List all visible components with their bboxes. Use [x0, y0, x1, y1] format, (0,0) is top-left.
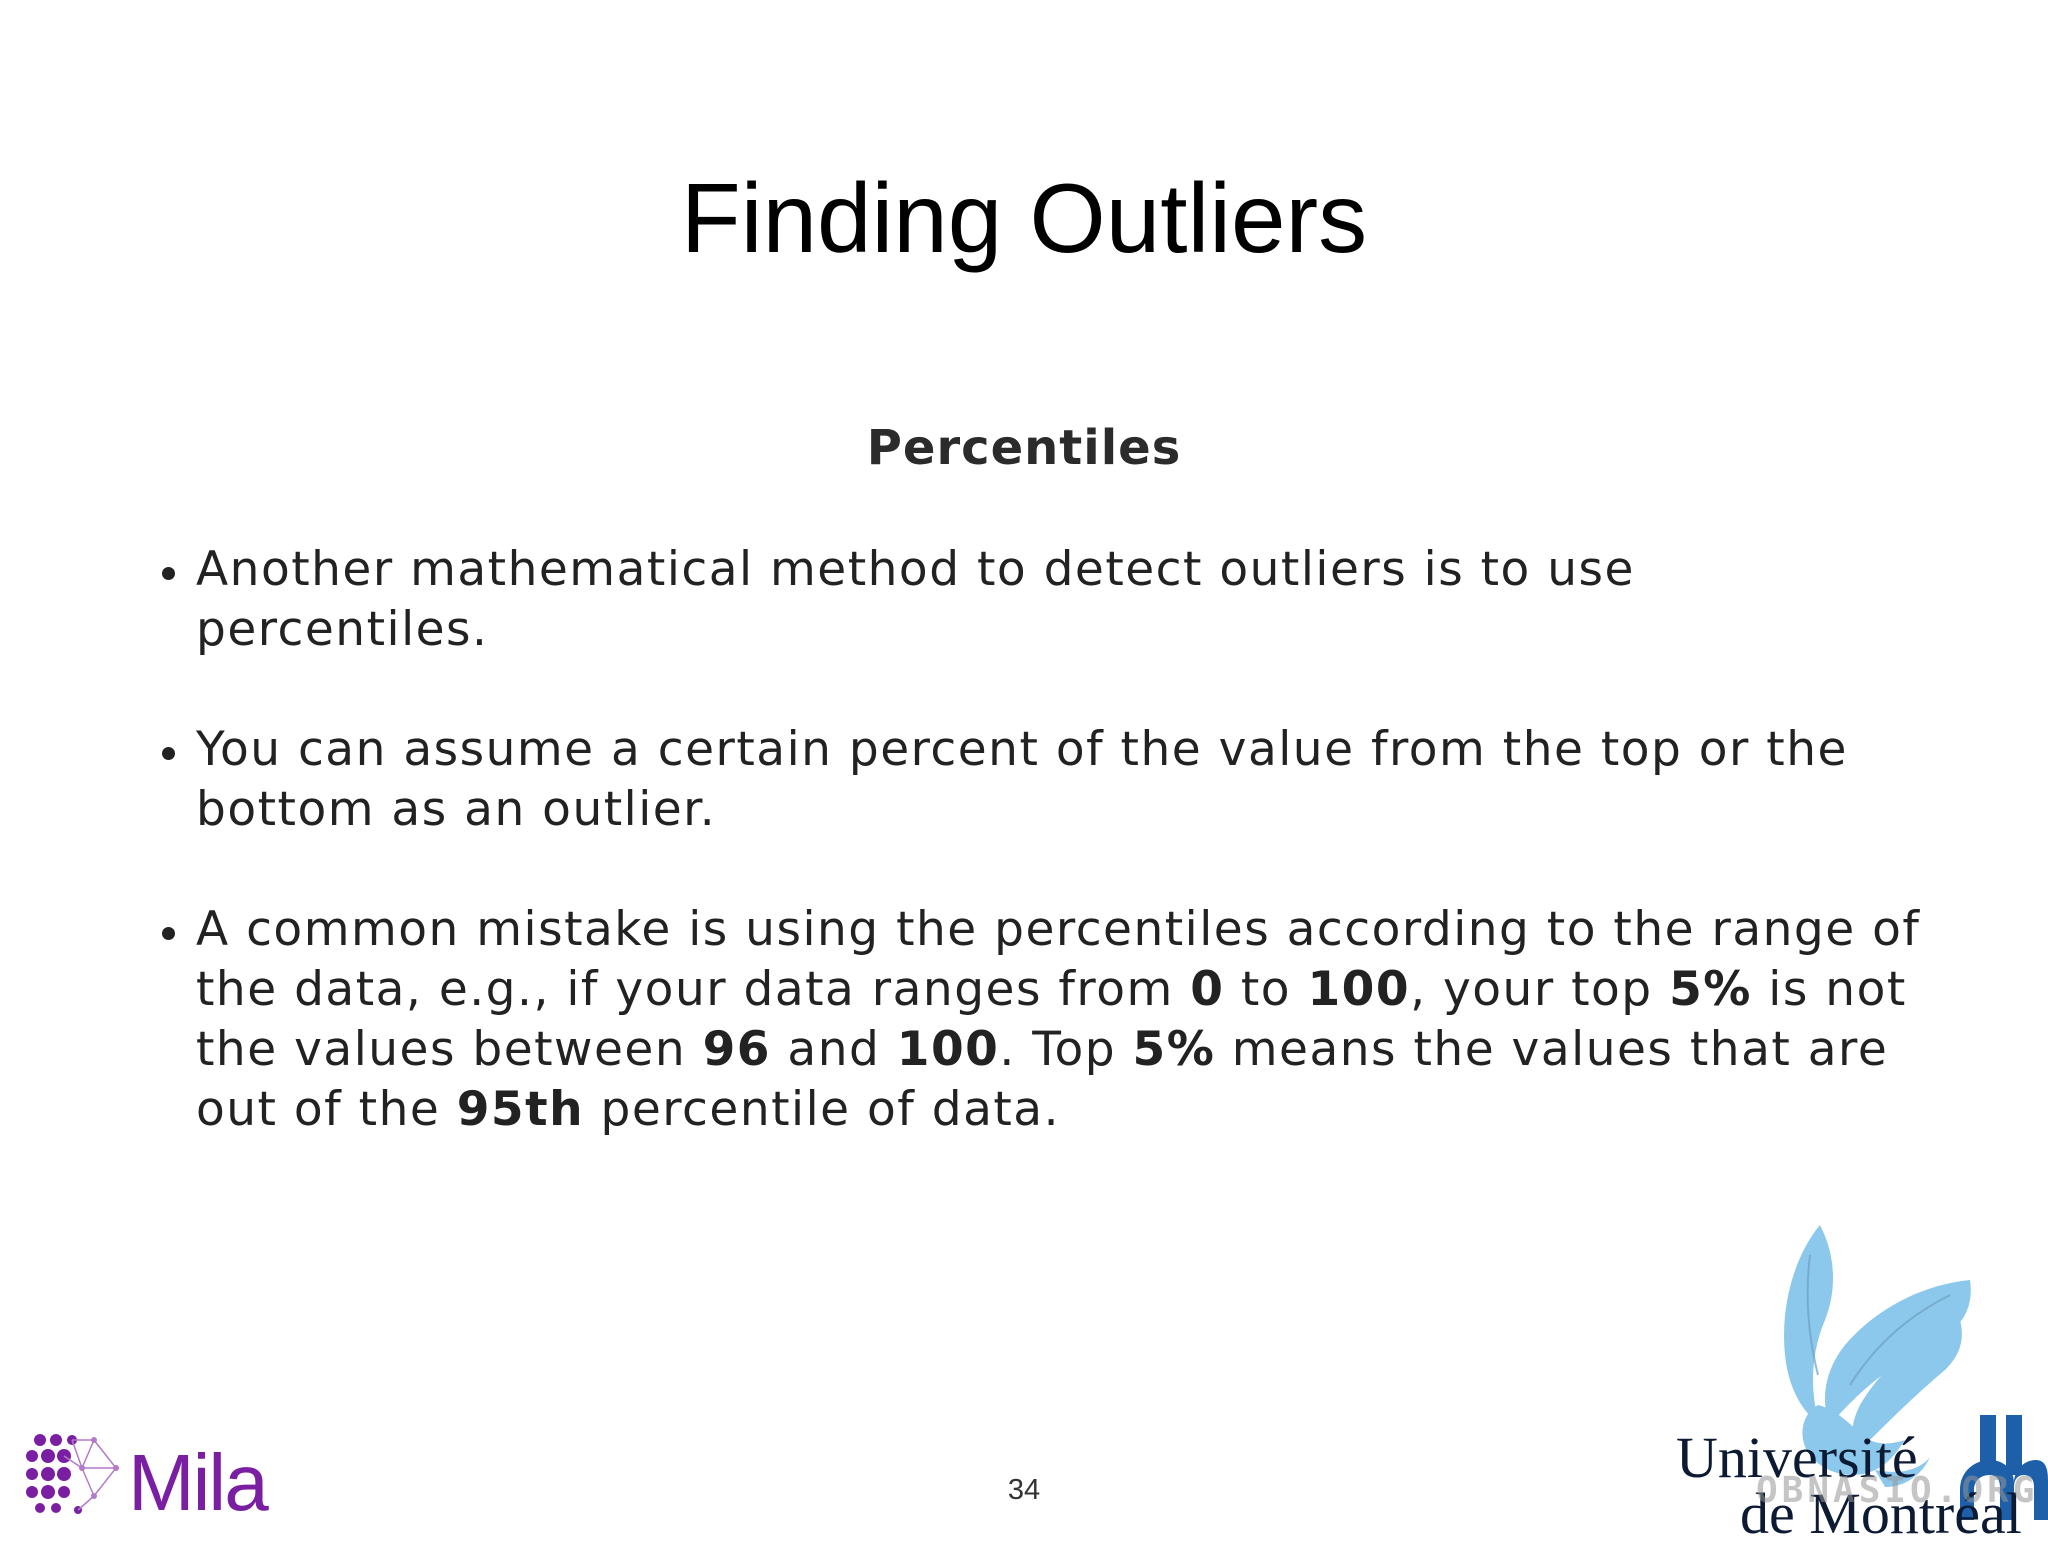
bullet-text-segment: and	[770, 1022, 897, 1077]
watermark: OBNASIO.ORG	[1756, 1470, 2039, 1511]
bullet-text: Another mathematical method to detect ou…	[196, 542, 1635, 657]
emphasized-value: 100	[896, 1022, 1000, 1077]
bullet-dot	[162, 567, 175, 580]
slide-title: Finding Outliers	[680, 163, 1368, 273]
bullet-item: A common mistake is using the percentile…	[162, 900, 1922, 1140]
bullet-item: You can assume a certain percent of the …	[162, 720, 1922, 840]
page-number: 34	[1007, 1474, 1041, 1506]
emphasized-value: 5%	[1669, 962, 1752, 1017]
emphasized-value: 100	[1307, 962, 1411, 1017]
bullet-text-segment: You can assume a certain percent of the …	[196, 722, 1848, 837]
bullet-item: Another mathematical method to detect ou…	[162, 540, 1922, 660]
emphasized-value: 96	[702, 1022, 771, 1077]
bullet-dot	[162, 747, 175, 760]
bullet-list: Another mathematical method to detect ou…	[162, 540, 1922, 1200]
emphasized-value: 95th	[456, 1082, 585, 1137]
section-subheading: Percentiles	[866, 420, 1182, 476]
bullet-dot	[162, 927, 175, 940]
bullet-text-segment: is not the values between	[196, 962, 1907, 1077]
mila-logo-text: Mila	[128, 1438, 269, 1527]
bullet-text-segment: means the values that are out of the	[196, 1022, 1889, 1137]
bullet-text-segment: percentile of data.	[584, 1082, 1061, 1137]
bullet-text-segment: . Top	[999, 1022, 1133, 1077]
udem-logo-icon	[1784, 1225, 2048, 1520]
bullet-text: You can assume a certain percent of the …	[196, 722, 1848, 837]
emphasized-value: 0	[1190, 962, 1225, 1017]
bullet-text-segment: A common mistake is using the percentile…	[196, 902, 1921, 1017]
bullet-text-segment: , your top	[1410, 962, 1670, 1017]
udem-name-line2: de Montréal	[1740, 1481, 2022, 1546]
bullet-text-segment: to	[1224, 962, 1308, 1017]
bullet-text-segment: Another mathematical method to detect ou…	[196, 542, 1635, 657]
mila-logo-icon	[26, 1434, 119, 1514]
emphasized-value: 5%	[1132, 1022, 1216, 1077]
bullet-text: A common mistake is using the percentile…	[196, 902, 1920, 1137]
udem-name-line1: Université	[1676, 1425, 1918, 1490]
